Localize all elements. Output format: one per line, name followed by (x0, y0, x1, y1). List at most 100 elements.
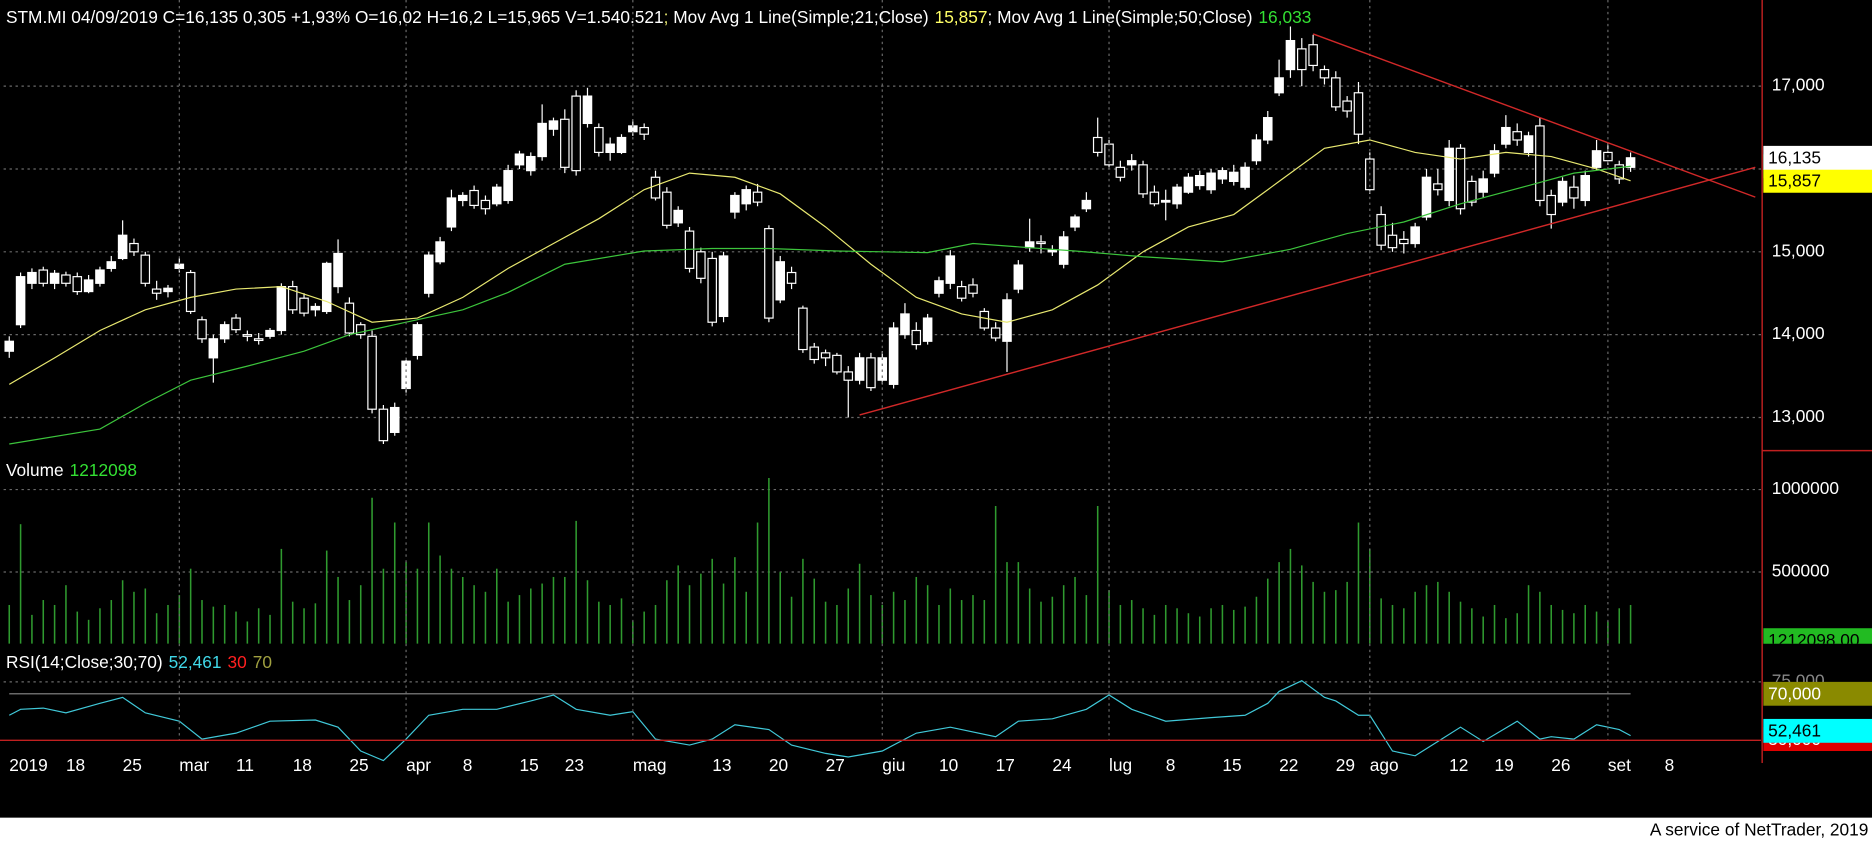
candle-body (1172, 186, 1182, 205)
legend-value: 16,033 (1258, 6, 1311, 26)
candle-body (1399, 238, 1409, 245)
x-tick-label: 23 (565, 755, 584, 775)
candle-body (129, 242, 139, 253)
candle-body (514, 153, 525, 166)
x-tick-label: 22 (1279, 755, 1298, 775)
x-tick-label: ago (1370, 755, 1399, 775)
rsi-level: 70 (253, 651, 272, 671)
x-tick-label: 10 (939, 755, 958, 775)
candle-body (446, 197, 457, 228)
candle-body (49, 272, 60, 284)
candle-body (344, 302, 355, 334)
candle-body (1228, 171, 1239, 182)
title: STM.MI 04/09/2019 C=16,135 0,305 +1,93% … (6, 6, 664, 26)
candle-body (265, 329, 275, 337)
candle-body (185, 271, 196, 313)
candle-body (276, 286, 287, 332)
rsi-line (8, 679, 1631, 762)
x-tick-label: set (1608, 755, 1631, 775)
x-tick-label: 29 (1336, 755, 1355, 775)
x-tick-label: 8 (1166, 755, 1176, 775)
x-tick-label: apr (406, 755, 431, 775)
candle-body (650, 176, 661, 199)
x-tick-label: 25 (349, 755, 368, 775)
candle-body (389, 406, 400, 433)
candle-body (1024, 241, 1035, 249)
candle-body (560, 118, 570, 168)
candle-body (1557, 180, 1568, 203)
candle-body (1421, 176, 1432, 218)
rsi-value-tag: 52,461 (1768, 721, 1821, 741)
candle-body (61, 274, 71, 284)
candle-body (1013, 264, 1024, 290)
candle-body (956, 286, 967, 299)
candle-body (775, 261, 786, 301)
candle-body (673, 209, 683, 224)
candle-body (707, 257, 717, 323)
moving-average (8, 139, 1631, 385)
candle-body (117, 234, 128, 260)
price-tag-box (1763, 168, 1872, 193)
x-tick-label: lug (1109, 755, 1132, 775)
volume-title: Volume (6, 459, 64, 479)
x-tick-label: 26 (1551, 755, 1570, 775)
candle-body (662, 191, 672, 226)
candle-body (83, 279, 94, 293)
candle-body (174, 263, 185, 269)
candle-body (321, 262, 332, 313)
rsi-value: 52,461 (169, 651, 222, 671)
candle-body (1183, 176, 1194, 193)
candle-body (1546, 194, 1556, 216)
candle-body (718, 255, 729, 318)
candle-body (1297, 48, 1307, 71)
candle-body (1353, 92, 1364, 135)
x-tick-label: 25 (123, 755, 142, 775)
close-tag-box (1763, 145, 1872, 170)
candle-body (990, 327, 1001, 339)
candle-body (1342, 100, 1352, 112)
candle-body (457, 194, 468, 202)
candle-body (1217, 170, 1228, 180)
candle-body (140, 254, 151, 284)
x-tick-label: 12 (1449, 755, 1468, 775)
candle-body (582, 95, 593, 125)
candle-body (435, 241, 445, 263)
candle-body (786, 271, 797, 284)
candle-body (548, 120, 559, 130)
x-tick-label: 13 (712, 755, 731, 775)
footer-band (0, 817, 1872, 844)
candle-body (27, 271, 37, 284)
x-tick-label: 20 (769, 755, 788, 775)
candle-body (95, 269, 105, 284)
price-tag: 15,857 (1768, 171, 1821, 191)
candle-body (1262, 117, 1273, 141)
candle-body (1569, 186, 1579, 199)
candle-body (197, 319, 207, 340)
volume-value: 1212098 (70, 459, 137, 479)
volume-tag-box (1763, 628, 1872, 644)
candle-body (922, 317, 933, 342)
candle-body (1501, 126, 1511, 145)
candle-body (1319, 68, 1330, 79)
candle-body (1126, 160, 1137, 166)
candle-body (1455, 147, 1466, 210)
x-tick-label: 27 (826, 755, 845, 775)
candle-body (1489, 150, 1500, 174)
volume-header: Volume 1212098 (6, 459, 137, 479)
candle-body (1331, 77, 1341, 108)
candle-body (741, 189, 751, 205)
x-tick-label: mar (179, 755, 209, 775)
candle-body (287, 286, 298, 311)
x-tick-label: 11 (236, 755, 254, 775)
candle-body (1478, 178, 1488, 193)
x-tick-label: 18 (66, 755, 85, 775)
candle-body (764, 228, 774, 319)
x-tick-label: mag (633, 755, 667, 775)
candle-body (752, 191, 763, 203)
candle-body (367, 335, 377, 410)
candle-body (72, 276, 83, 293)
x-tick-label: 18 (293, 755, 312, 775)
rsi-value-tag-box (1763, 718, 1872, 743)
